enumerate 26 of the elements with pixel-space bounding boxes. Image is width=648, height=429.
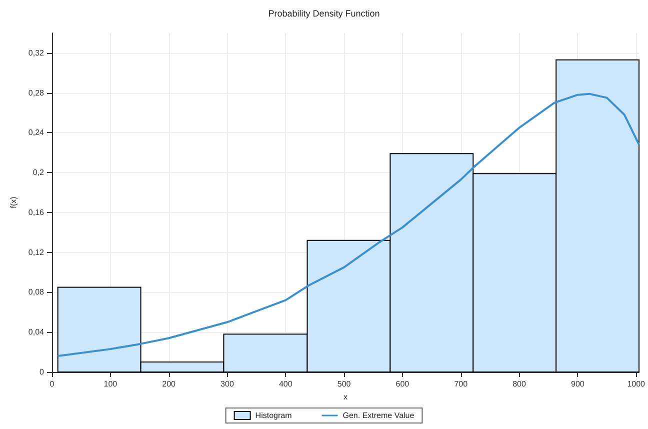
y-tick-label: 0,04: [28, 328, 45, 337]
y-axis-title: f(x): [9, 196, 18, 208]
x-tick-label: 0: [50, 380, 55, 388]
y-tick-label: 0,16: [28, 208, 45, 217]
x-tick-label: 800: [512, 380, 526, 388]
x-tick-label: 900: [571, 380, 585, 388]
x-tick-label: 200: [162, 380, 176, 388]
x-tick-label: 100: [104, 380, 118, 388]
y-tick-label: 0,08: [28, 288, 45, 297]
x-axis-title: x: [344, 392, 348, 402]
line-series: [56, 92, 640, 358]
y-tick-label: 0,32: [28, 48, 45, 58]
chart-title: Probability Density Function: [268, 8, 380, 18]
y-tick-label: 0,12: [28, 248, 45, 257]
y-tick-label: 0: [40, 368, 45, 376]
x-tick-label: 1000: [627, 380, 646, 388]
legend-label: Histogram: [255, 411, 292, 420]
x-tick-label: 300: [220, 380, 234, 388]
x-tick-label: 500: [337, 380, 352, 388]
legend-label: Gen. Extreme Value: [342, 411, 415, 420]
x-tick-label: 700: [454, 380, 468, 388]
y-tick-label: 0,2: [32, 168, 45, 178]
x-tick-label: 600: [396, 380, 410, 388]
y-tick-label: 0,28: [28, 88, 45, 98]
y-tick-label: 0,24: [28, 128, 45, 138]
x-tick-label: 400: [278, 380, 293, 388]
